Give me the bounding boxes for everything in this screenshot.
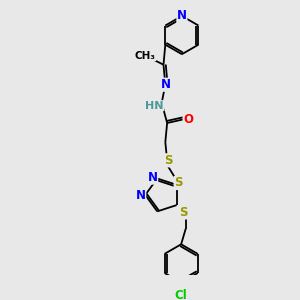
Text: S: S (180, 206, 188, 219)
Text: N: N (148, 171, 158, 184)
Text: O: O (183, 113, 193, 126)
Text: N: N (161, 78, 171, 91)
Text: S: S (164, 154, 172, 167)
Text: Cl: Cl (175, 289, 188, 300)
Text: HN: HN (145, 101, 164, 111)
Text: S: S (174, 176, 183, 190)
Text: CH₃: CH₃ (135, 51, 156, 61)
Text: N: N (136, 189, 146, 203)
Text: N: N (177, 10, 187, 22)
